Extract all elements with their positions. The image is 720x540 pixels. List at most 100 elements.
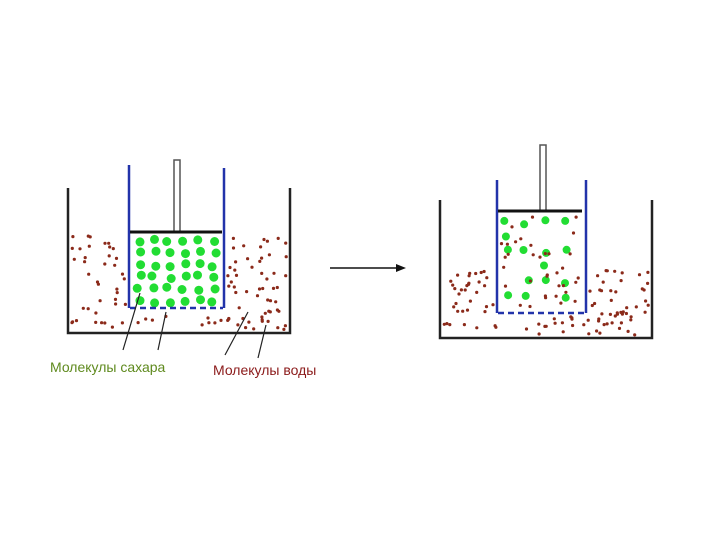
water-molecule — [456, 273, 460, 277]
water-molecule — [282, 327, 286, 331]
water-molecule — [619, 279, 623, 283]
water-molecule — [609, 298, 613, 302]
water-molecule — [150, 318, 154, 322]
water-molecule — [274, 300, 278, 304]
water-molecule — [503, 255, 507, 259]
water-molecule — [640, 287, 644, 291]
water-molecule — [493, 324, 497, 328]
sugar-molecule — [561, 216, 570, 225]
sugar-molecule — [165, 298, 175, 308]
water-molecule — [590, 303, 594, 308]
water-molecule — [605, 269, 609, 273]
water-molecule — [609, 289, 613, 293]
water-molecule — [587, 332, 591, 336]
water-molecule — [284, 274, 288, 278]
water-molecule — [459, 288, 463, 292]
water-molecule — [547, 252, 551, 256]
outer-vessel — [438, 200, 654, 340]
water-molecule — [537, 332, 541, 336]
water-molecule — [620, 271, 624, 275]
water-molecule — [234, 290, 238, 295]
water-molecule — [457, 292, 461, 296]
water-molecule — [554, 294, 558, 298]
sugar-molecule — [181, 271, 191, 281]
water-molecule — [571, 231, 576, 235]
sugar-molecule — [162, 237, 172, 246]
water-molecule — [268, 310, 272, 314]
water-molecule — [537, 322, 541, 326]
water-molecule — [593, 301, 597, 306]
water-molecule — [452, 305, 456, 309]
water-molecule — [207, 321, 211, 325]
water-molecule — [633, 333, 637, 337]
water-molecule — [263, 311, 267, 315]
water-molecule — [245, 290, 249, 294]
water-molecule — [461, 309, 465, 313]
water-molecule — [586, 318, 590, 322]
water-molecule — [271, 286, 276, 290]
water-molecule — [620, 312, 625, 316]
sugar-molecule — [210, 237, 220, 246]
pointer-line — [224, 311, 249, 356]
outer-vessel — [66, 188, 292, 335]
water-molecule — [557, 284, 561, 288]
water-molecule — [462, 323, 466, 327]
water-molecule — [484, 305, 489, 309]
water-molecule — [598, 331, 602, 335]
sugar-molecule — [181, 249, 190, 259]
water-molecule — [277, 309, 281, 313]
water-molecule — [275, 285, 279, 290]
water-molecule — [262, 237, 266, 242]
water-molecule — [98, 299, 102, 303]
water-molecule — [610, 321, 614, 325]
sugar-molecule — [541, 276, 550, 285]
water-molecule — [553, 321, 557, 325]
water-molecule — [561, 330, 565, 334]
sugar-molecule — [541, 216, 550, 225]
water-molecule — [602, 323, 606, 327]
arrow — [330, 264, 406, 272]
water-molecule — [233, 268, 237, 272]
right-vessel — [438, 144, 654, 340]
sugar-molecule — [181, 259, 191, 269]
water-molecule — [231, 236, 235, 240]
sugar-molecule — [136, 270, 146, 280]
sugar-molecule — [194, 285, 204, 295]
sugar-molecule — [150, 298, 160, 308]
water-molecule — [561, 284, 566, 288]
water-molecule — [574, 280, 578, 284]
water-molecule — [514, 240, 518, 244]
water-molecule — [524, 327, 529, 331]
water-molecule — [483, 310, 487, 314]
sugar-molecule — [207, 297, 217, 307]
water-molecule — [468, 271, 472, 275]
water-molecule — [228, 265, 232, 270]
water-molecule — [260, 271, 264, 275]
pointer-line — [257, 324, 267, 359]
water-molecule — [570, 316, 574, 320]
water-molecule — [257, 287, 262, 291]
water-molecule — [600, 312, 604, 316]
sugar-label: Молекулы сахара — [50, 359, 166, 375]
sugar-molecule — [193, 235, 203, 245]
water-molecule — [226, 274, 230, 278]
piston-rod — [539, 144, 547, 212]
water-molecule — [246, 257, 250, 261]
water-molecule — [644, 299, 648, 303]
water-molecule — [283, 324, 287, 328]
sugar-molecule — [519, 246, 528, 254]
water-molecule — [545, 274, 549, 278]
sugar-molecule — [504, 291, 513, 300]
sugar-molecule — [521, 291, 530, 300]
water-molecule — [597, 317, 601, 321]
sugar-molecule — [166, 274, 176, 283]
water-molecule — [83, 260, 87, 264]
water-molecule — [144, 317, 148, 321]
sugar-molecule — [162, 282, 172, 292]
water-molecule — [506, 252, 510, 256]
sugar-molecule — [209, 272, 219, 282]
water-molecule — [234, 260, 238, 264]
water-molecule — [613, 269, 617, 273]
water-molecule — [237, 306, 241, 310]
